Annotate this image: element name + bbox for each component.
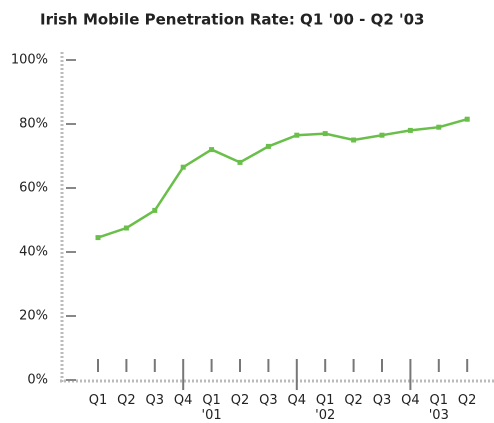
x-tick-label: Q1 — [88, 393, 108, 408]
point — [95, 235, 101, 241]
x-tick-label: Q4 — [173, 393, 193, 408]
chart-title: Irish Mobile Penetration Rate: Q1 '00 - … — [40, 11, 425, 29]
point — [294, 132, 300, 138]
x-tick-label: Q4 — [401, 393, 420, 408]
point — [322, 131, 328, 137]
point — [379, 132, 385, 138]
x-tick-label: Q3 — [372, 393, 392, 408]
point — [152, 207, 158, 213]
x-tick-label: Q3 — [259, 393, 278, 408]
x-tick-label: Q2 — [230, 393, 250, 408]
x-tick-label: Q2 — [117, 393, 136, 408]
x-tick-label: Q4 — [287, 393, 307, 408]
point — [351, 137, 357, 143]
y-tick-label: 60% — [19, 181, 48, 196]
y-tick-label: 40% — [19, 245, 48, 260]
y-tick-label: 80% — [19, 117, 48, 132]
x-tick-label: Q1 '01 — [201, 393, 222, 423]
point — [407, 127, 413, 133]
point — [123, 225, 129, 231]
x-tick-label: Q1 '03 — [428, 393, 449, 423]
point — [180, 164, 186, 170]
point — [464, 116, 470, 122]
point — [209, 147, 215, 153]
x-tick-label: Q1 '02 — [315, 393, 336, 423]
point — [237, 159, 243, 165]
y-tick-label: 0% — [27, 373, 48, 388]
y-tick-label: 100% — [11, 53, 48, 68]
series-line — [97, 117, 468, 239]
point — [436, 124, 442, 130]
x-tick-label: Q3 — [145, 393, 165, 408]
point — [265, 143, 271, 149]
x-tick-label: Q2 — [344, 393, 363, 408]
y-tick-label: 20% — [19, 309, 48, 324]
x-tick-label: Q2 — [457, 393, 477, 408]
